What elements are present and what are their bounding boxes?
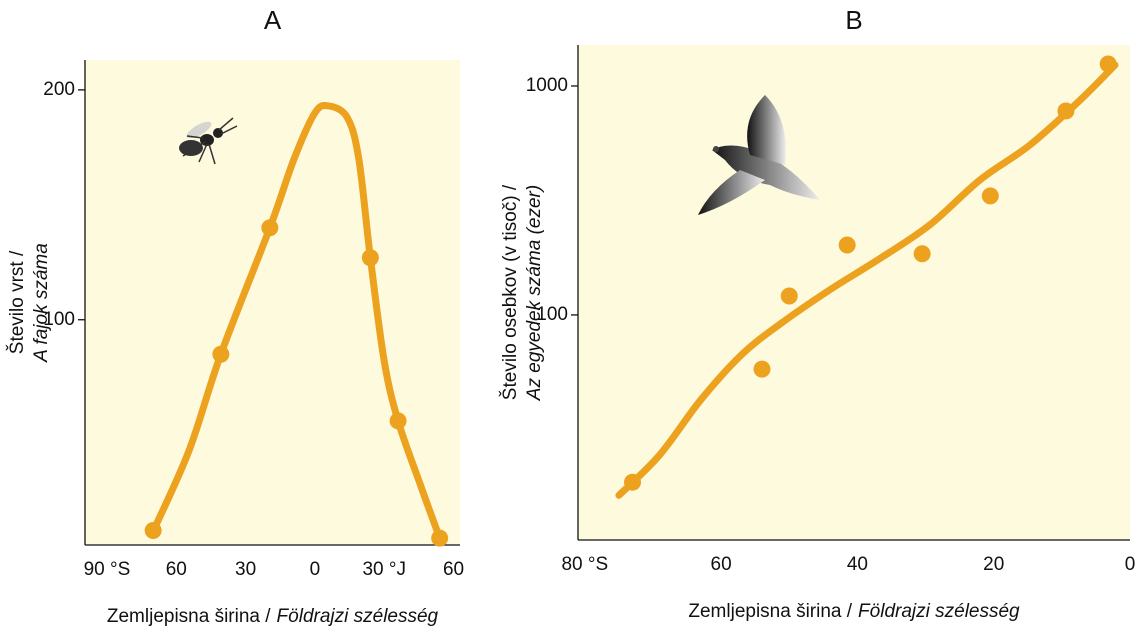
data-point bbox=[624, 473, 642, 491]
panel-title: B bbox=[845, 5, 862, 35]
x-axis-label: Zemljepisna širina / Földrajzi szélesség bbox=[107, 606, 439, 627]
x-axis-label: Zemljepisna širina / Földrajzi szélesség bbox=[688, 601, 1020, 622]
data-point bbox=[144, 522, 162, 540]
y-tick-label: 100 bbox=[43, 309, 75, 330]
x-axis-label-part: Zemljepisna širina / bbox=[688, 601, 852, 622]
x-tick-label: 30 bbox=[235, 559, 256, 580]
trend-line bbox=[615, 61, 1119, 499]
data-point bbox=[431, 529, 449, 547]
panel-title: A bbox=[264, 5, 282, 35]
x-tick-label: 60 bbox=[166, 559, 187, 580]
insect-icon bbox=[179, 117, 238, 165]
y-axis-label-line: Az egyedek száma (ezer) bbox=[524, 185, 545, 401]
x-tick-label: 20 bbox=[983, 554, 1004, 575]
data-point bbox=[212, 345, 230, 363]
data-point bbox=[1057, 102, 1075, 120]
y-tick-label: 1000 bbox=[526, 75, 568, 96]
x-tick-label: 90 °S bbox=[84, 559, 131, 580]
x-tick-label: 80 °S bbox=[561, 554, 608, 575]
data-point bbox=[981, 187, 999, 205]
plot-area bbox=[85, 60, 460, 545]
data-point bbox=[261, 219, 279, 237]
y-axis-label: Število osebkov (v tisoč) / Az egyedek sz… bbox=[499, 184, 545, 401]
y-tick-label: 100 bbox=[536, 304, 568, 325]
x-tick-label: 0 bbox=[1125, 554, 1136, 575]
x-axis-label-part: Földrajzi szélesség bbox=[277, 606, 439, 627]
x-axis-label-part: Zemljepisna širina / bbox=[107, 606, 271, 627]
x-tick-label: 60 bbox=[443, 559, 464, 580]
y-tick-label: 200 bbox=[43, 79, 75, 100]
x-tick-label: 30 °J bbox=[362, 559, 406, 580]
data-point bbox=[913, 245, 931, 263]
data-point bbox=[780, 287, 798, 305]
data-point bbox=[361, 249, 379, 267]
data-point bbox=[1099, 55, 1117, 73]
x-axis-label-part: Földrajzi szélesség bbox=[858, 601, 1020, 622]
plot-area bbox=[578, 45, 1130, 540]
data-point bbox=[389, 412, 407, 430]
y-axis-label: Število vrst / A fajok száma bbox=[6, 243, 52, 363]
data-point bbox=[753, 360, 771, 378]
x-tick-label: 0 bbox=[310, 559, 321, 580]
x-tick-label: 60 bbox=[711, 554, 732, 575]
y-axis-label-line: Število vrst / bbox=[6, 250, 28, 354]
bird-icon bbox=[698, 95, 820, 215]
y-axis-label-line: A fajok száma bbox=[31, 243, 52, 363]
data-point bbox=[838, 236, 856, 254]
x-tick-label: 40 bbox=[847, 554, 868, 575]
y-axis-label-line: Število osebkov (v tisoč) / bbox=[499, 184, 521, 400]
